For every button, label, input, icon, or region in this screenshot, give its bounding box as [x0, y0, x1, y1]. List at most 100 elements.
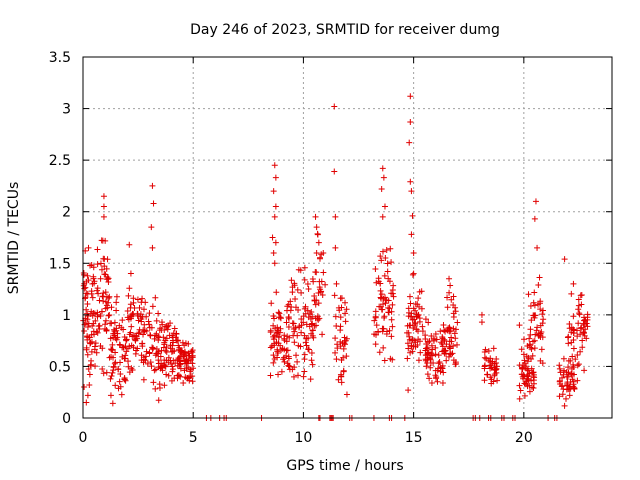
data-point [139, 295, 146, 302]
data-point [532, 198, 539, 205]
data-point [163, 349, 170, 356]
data-point [149, 303, 156, 310]
data-point [372, 313, 379, 320]
data-point [117, 371, 124, 378]
data-point [444, 294, 451, 301]
data-point [342, 299, 349, 306]
data-point [284, 347, 291, 354]
data-point [579, 337, 586, 344]
data-point [112, 335, 119, 342]
data-point [579, 344, 586, 351]
data-point [300, 373, 307, 380]
data-point [425, 319, 432, 326]
data-point [446, 338, 453, 345]
data-point [516, 395, 523, 402]
data-point [332, 244, 339, 251]
data-point [576, 310, 583, 317]
data-point [274, 324, 281, 331]
data-point [96, 322, 103, 329]
data-point [163, 323, 170, 330]
data-point [289, 289, 296, 296]
data-point [113, 327, 120, 334]
data-point [181, 357, 188, 364]
y-tick-label: 3 [62, 102, 71, 118]
data-point [560, 355, 567, 362]
data-point [529, 352, 536, 359]
data-point [286, 363, 293, 370]
data-point [581, 367, 588, 374]
data-point [527, 302, 534, 309]
data-point [271, 342, 278, 349]
data-point [531, 289, 538, 296]
data-point [526, 388, 533, 395]
data-point [380, 344, 387, 351]
data-point [485, 348, 492, 355]
data-point [568, 365, 575, 372]
data-point [531, 345, 538, 352]
data-point [337, 343, 344, 350]
data-point [113, 307, 120, 314]
data-point [167, 345, 174, 352]
data-point [291, 364, 298, 371]
data-point [565, 340, 572, 347]
data-point [275, 349, 282, 356]
data-point [333, 322, 340, 329]
data-point [452, 361, 459, 368]
data-point [574, 377, 581, 384]
data-point [372, 341, 379, 348]
data-point [272, 239, 279, 246]
data-point [406, 333, 413, 340]
data-point [331, 168, 338, 175]
data-point [97, 313, 104, 320]
data-point [377, 287, 384, 294]
data-point [177, 347, 184, 354]
y-tick-label: 1.5 [49, 256, 71, 272]
chart-title: Day 246 of 2023, SRMTID for receiver dum… [190, 22, 500, 38]
data-point [270, 312, 277, 319]
data-point [167, 320, 174, 327]
data-point [314, 231, 321, 238]
data-point [176, 360, 183, 367]
data-point [155, 310, 162, 317]
data-point [404, 340, 411, 347]
data-point [409, 212, 416, 219]
data-point [189, 352, 196, 359]
data-point [450, 357, 457, 364]
data-point [405, 387, 412, 394]
data-point [169, 334, 176, 341]
data-point [159, 367, 166, 374]
y-tick-labels: 0 0.5 1 1.5 2 2.5 3 3.5 [49, 50, 71, 427]
data-point [530, 380, 537, 387]
data-point [343, 353, 350, 360]
data-point [490, 345, 497, 352]
x-axis-label: GPS time / hours [286, 458, 403, 474]
data-point [96, 297, 103, 304]
data-point [432, 344, 439, 351]
data-point [449, 350, 456, 357]
data-point [450, 314, 457, 321]
data-point [179, 339, 186, 346]
data-point [147, 332, 154, 339]
data-point [415, 312, 422, 319]
data-point [388, 316, 395, 323]
data-point [381, 203, 388, 210]
data-point [376, 303, 383, 310]
data-point [446, 289, 453, 296]
data-point [270, 188, 277, 195]
data-point [338, 379, 345, 386]
data-point [83, 344, 90, 351]
data-point [152, 385, 159, 392]
data-point [302, 339, 309, 346]
data-point [412, 319, 419, 326]
data-point [319, 291, 326, 298]
data-point [307, 376, 314, 383]
data-point [448, 334, 455, 341]
data-point [312, 213, 319, 220]
data-point [122, 377, 129, 384]
data-point [294, 286, 301, 293]
data-point [343, 306, 350, 313]
data-point [91, 280, 98, 287]
data-point [140, 306, 147, 313]
data-point [135, 330, 142, 337]
data-point [189, 378, 196, 385]
